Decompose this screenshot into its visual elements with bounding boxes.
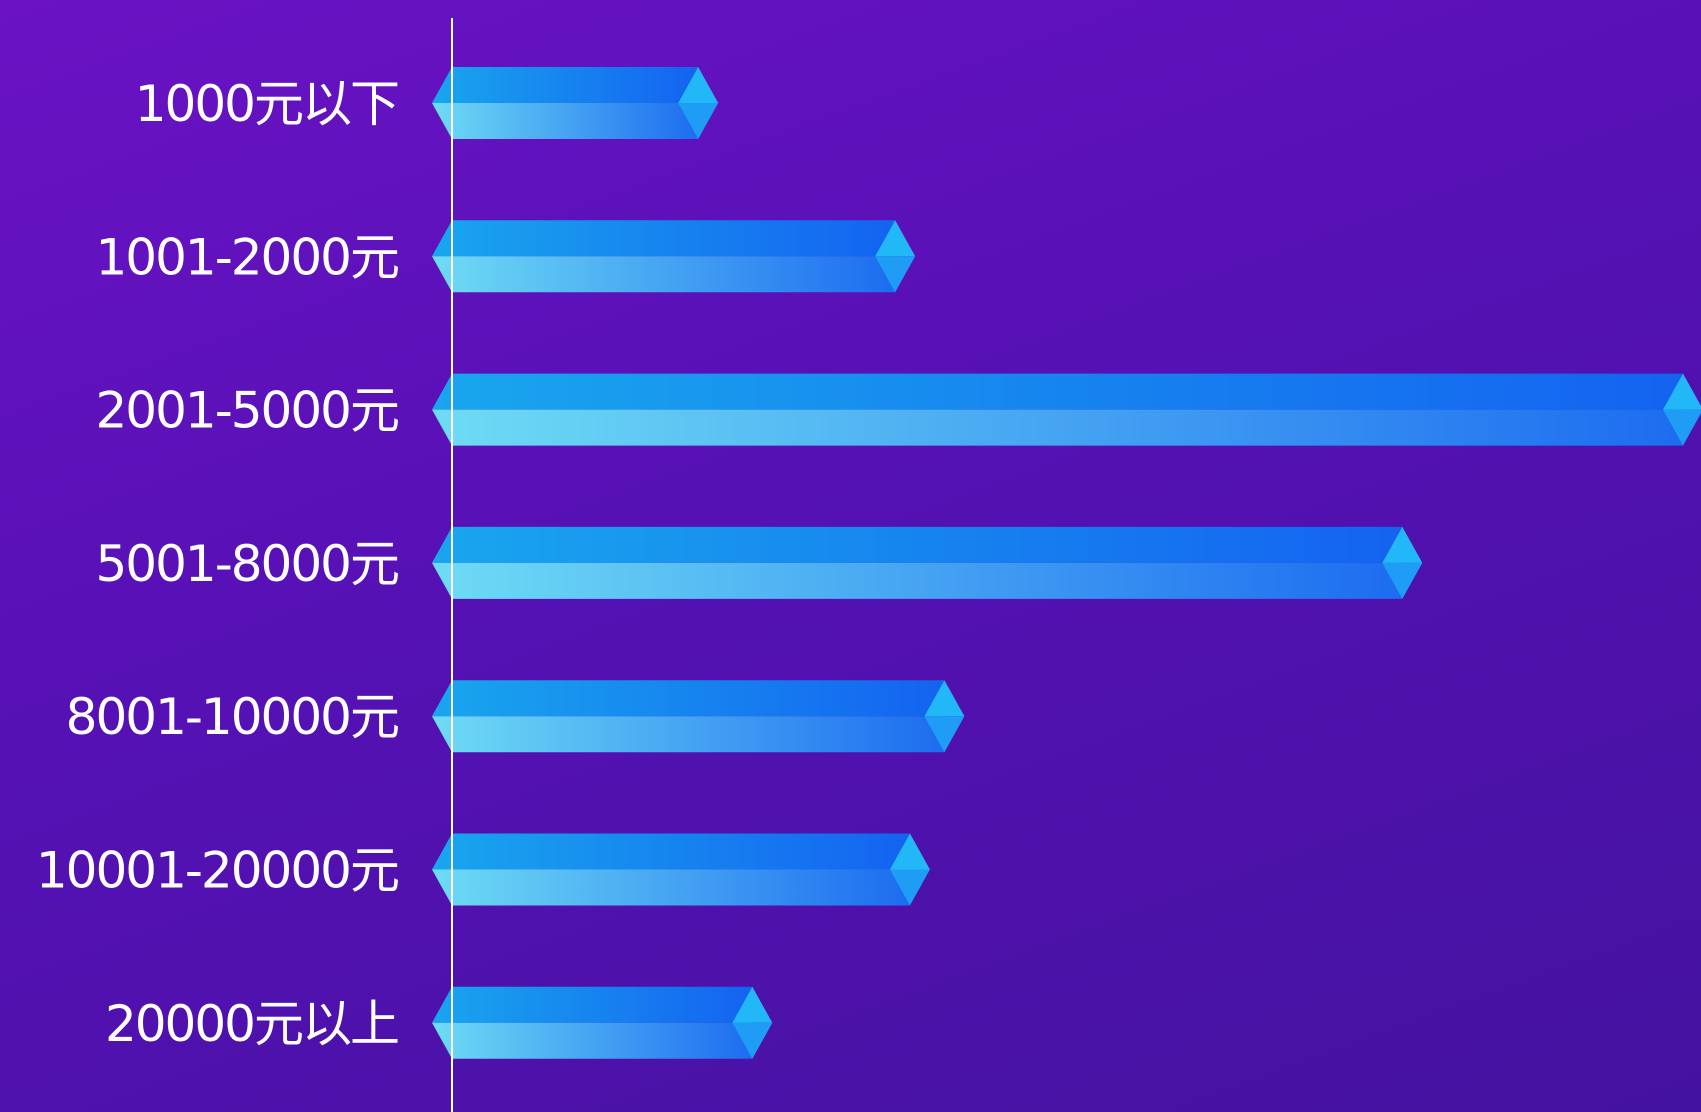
bar-cap-top — [875, 220, 916, 257]
bar-cap-bottom — [732, 1022, 773, 1059]
bar-bottom-face — [432, 562, 1403, 599]
bar-cap-top — [924, 680, 965, 717]
bar-cap-bottom — [924, 716, 965, 753]
bar-cap-bottom — [1382, 562, 1423, 599]
bars-layer — [432, 67, 1701, 1059]
bar-cap-bottom — [1663, 409, 1701, 446]
bar — [432, 220, 916, 293]
bar-bottom-face — [432, 409, 1683, 446]
bar-bottom-face — [432, 869, 910, 906]
category-label: 1001-2000元 — [95, 228, 398, 286]
bar-cap-bottom — [678, 103, 719, 139]
category-label: 20000元以上 — [105, 995, 398, 1053]
category-label: 1000元以下 — [135, 75, 398, 133]
bar-bottom-face — [432, 716, 945, 753]
bar-cap-top — [678, 67, 719, 103]
bar — [432, 986, 773, 1059]
bar-top-face — [432, 526, 1403, 563]
bar-top-face — [432, 373, 1683, 410]
bar-bottom-face — [432, 256, 896, 293]
bar-top-face — [432, 833, 910, 870]
bar — [432, 526, 1423, 599]
bar — [432, 67, 719, 139]
bar — [432, 680, 965, 753]
bar-bottom-face — [432, 103, 699, 139]
bar-cap-top — [1663, 373, 1701, 410]
bar-cap-bottom — [875, 256, 916, 293]
bar-cap-bottom — [889, 869, 930, 906]
category-label: 10001-20000元 — [36, 842, 398, 900]
bar-cap-top — [1382, 526, 1423, 563]
bar-top-face — [432, 67, 699, 103]
bar-cap-top — [889, 833, 930, 870]
bar-top-face — [432, 986, 753, 1023]
bar-bottom-face — [432, 1022, 753, 1059]
category-label: 5001-8000元 — [95, 535, 398, 593]
category-label: 8001-10000元 — [66, 688, 398, 746]
bar — [432, 373, 1701, 446]
category-label: 2001-5000元 — [95, 382, 398, 440]
bar — [432, 833, 930, 906]
bar-top-face — [432, 680, 945, 717]
category-labels: 1000元以下 1001-2000元 2001-5000元 5001-8000元 800… — [36, 75, 400, 1053]
bar-cap-top — [732, 986, 773, 1023]
bar-top-face — [432, 220, 896, 257]
